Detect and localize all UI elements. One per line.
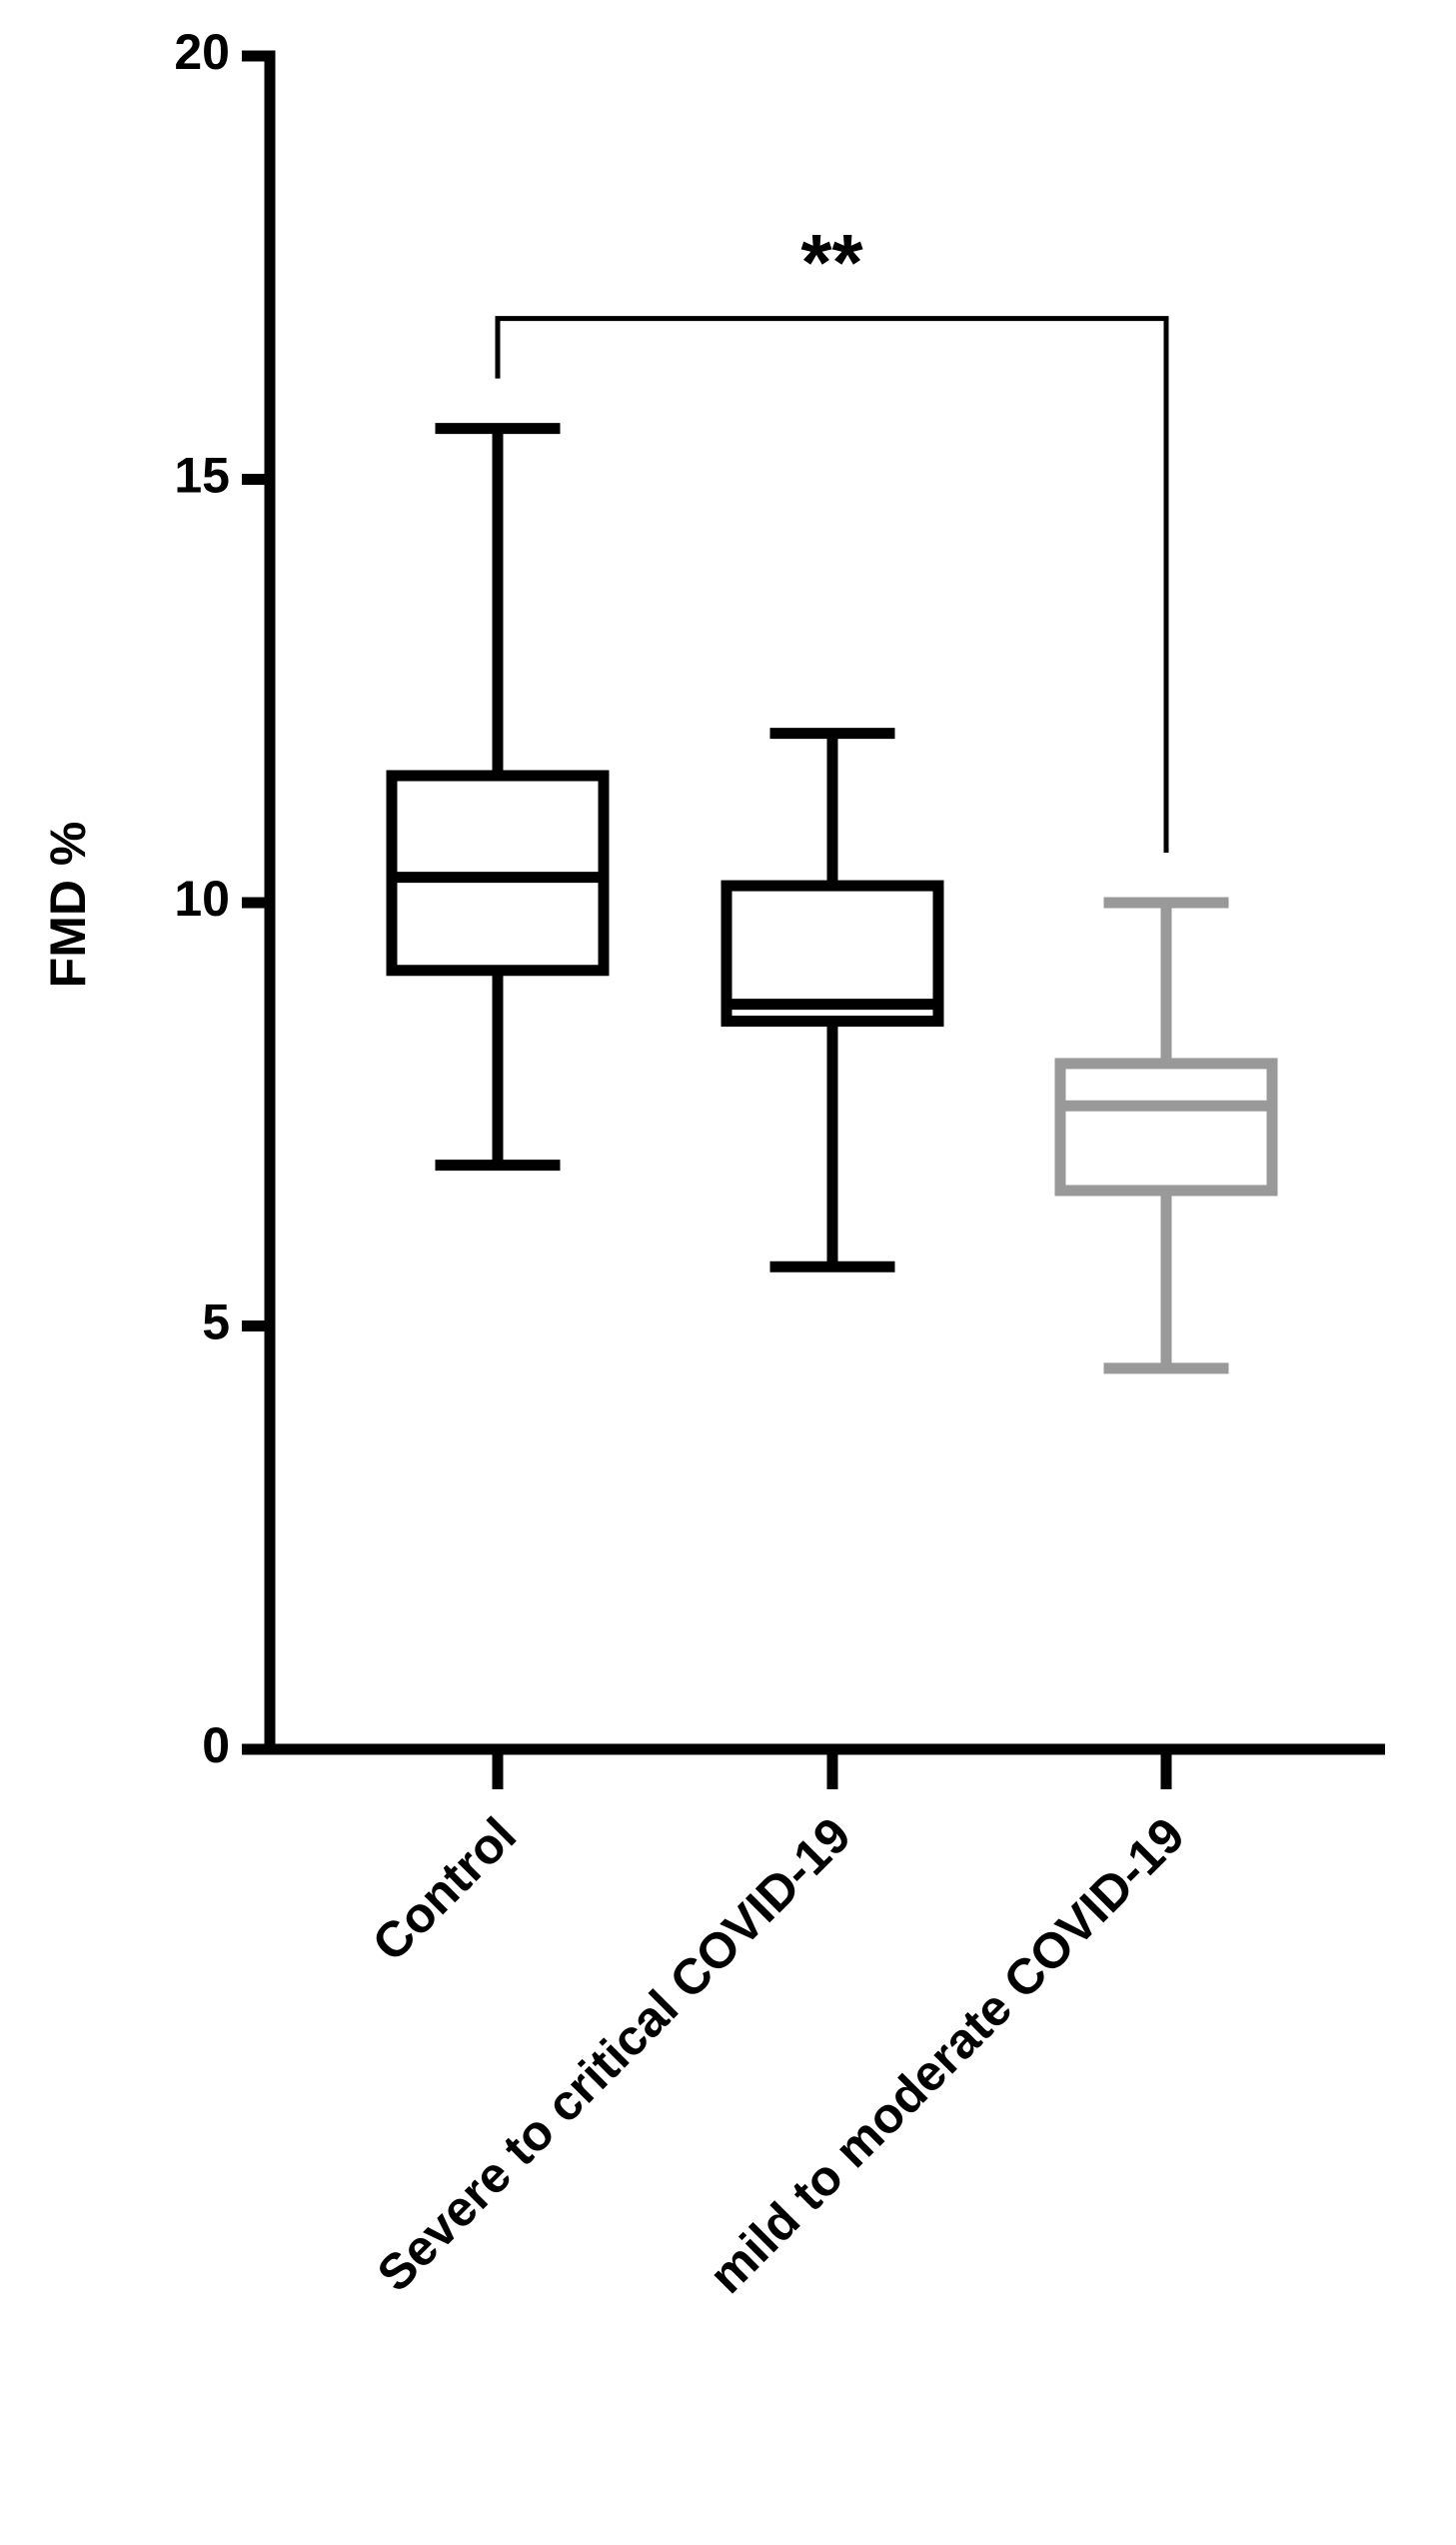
box (1054, 1058, 1278, 1197)
y-tick-label: 0 (202, 1717, 230, 1773)
y-tick-label: 10 (174, 871, 230, 927)
significance-label: ** (800, 218, 863, 307)
box (721, 880, 944, 1028)
significance-bracket (495, 316, 1169, 853)
y-axis-label: FMD % (40, 822, 96, 989)
y-tick-label: 5 (202, 1294, 230, 1350)
y-tick-label: 20 (174, 24, 230, 80)
x-tick-label: Control (362, 1807, 527, 1972)
y-tick-label: 15 (174, 448, 230, 504)
